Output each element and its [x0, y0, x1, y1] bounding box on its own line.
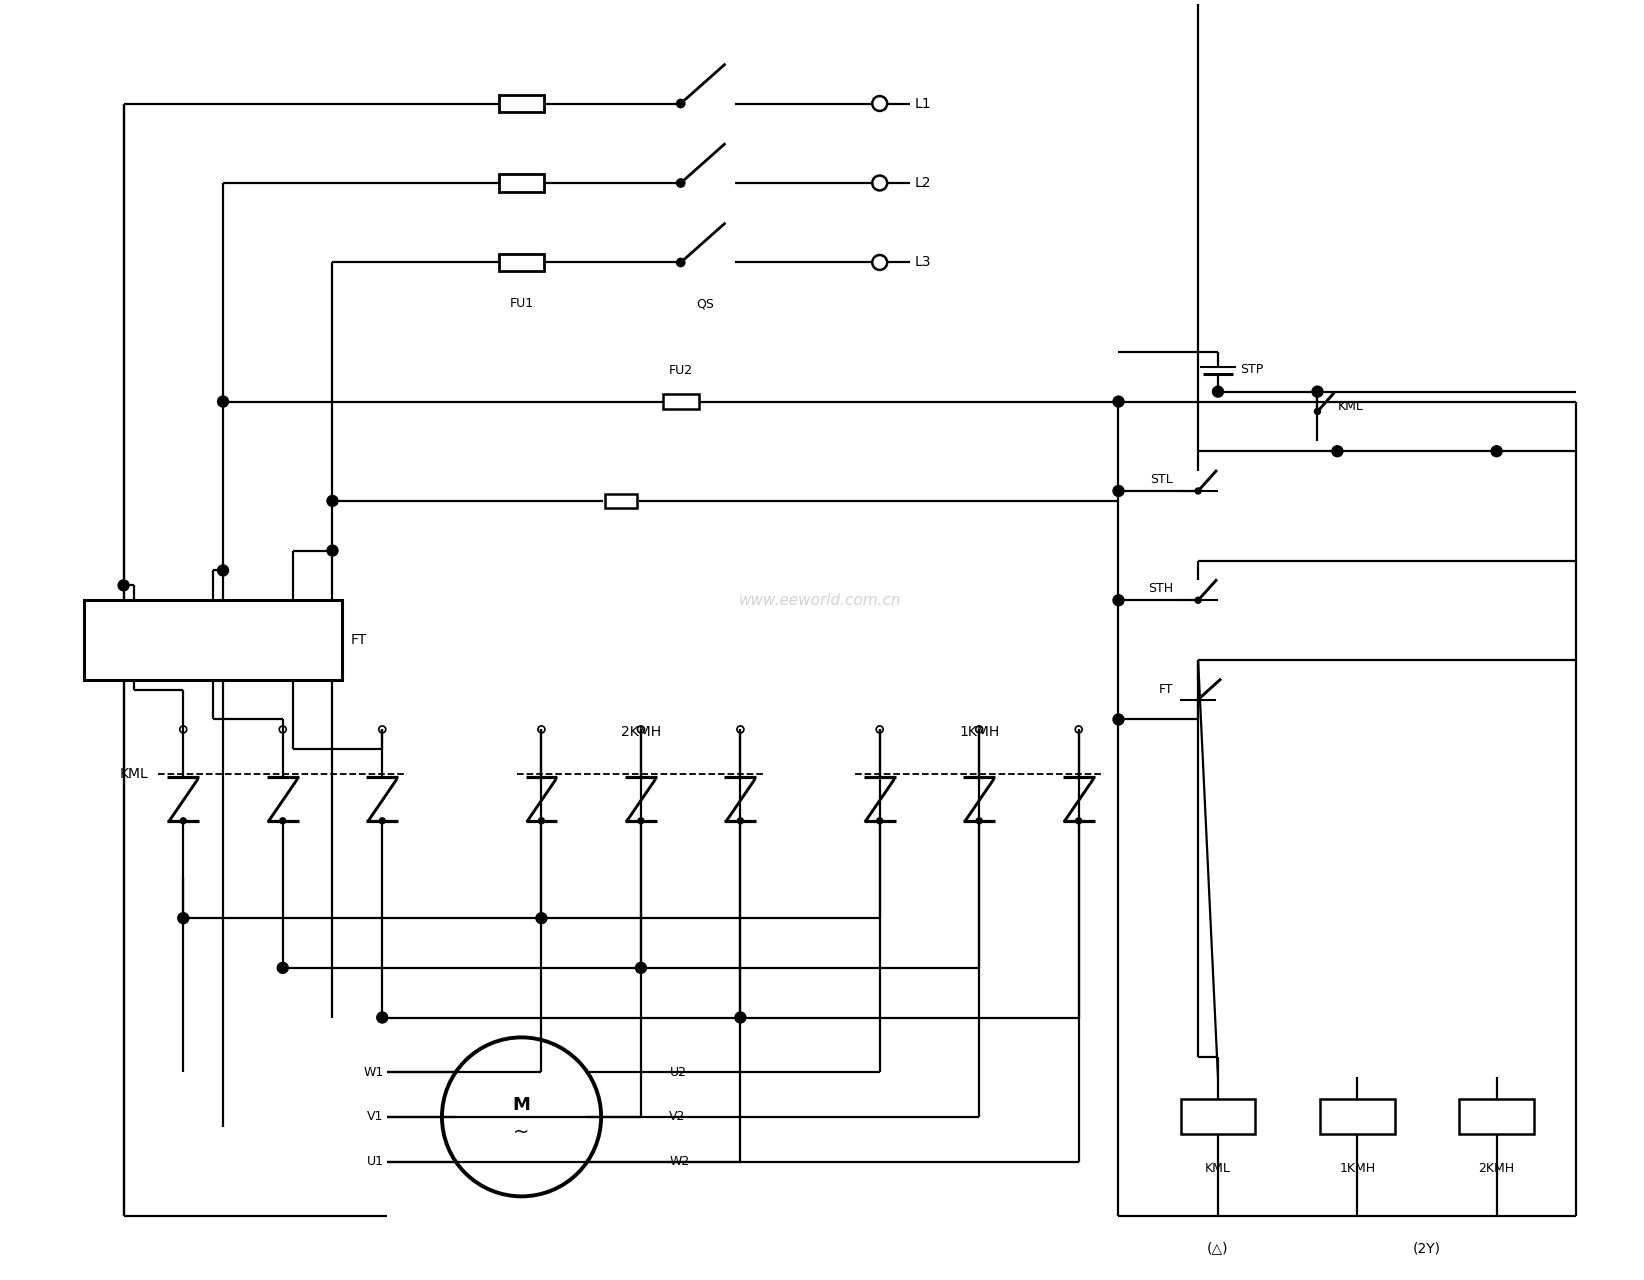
Circle shape — [1075, 818, 1082, 824]
Text: W2: W2 — [669, 1155, 689, 1169]
Text: (2Y): (2Y) — [1412, 1242, 1440, 1256]
Bar — [1460, 1100, 1534, 1134]
Circle shape — [181, 818, 186, 824]
Bar — [500, 174, 544, 192]
Text: V1: V1 — [367, 1110, 383, 1124]
Circle shape — [677, 179, 686, 187]
Text: L1: L1 — [914, 96, 931, 110]
Circle shape — [1113, 485, 1124, 497]
Circle shape — [1113, 714, 1124, 724]
Text: www.eeworld.com.cn: www.eeworld.com.cn — [738, 593, 901, 608]
Circle shape — [539, 818, 544, 824]
Text: ~: ~ — [513, 1123, 529, 1142]
Text: 1KMH: 1KMH — [1340, 1161, 1376, 1175]
Circle shape — [677, 100, 686, 108]
Text: KML: KML — [1337, 401, 1363, 413]
Circle shape — [735, 1012, 746, 1023]
Circle shape — [876, 818, 883, 824]
Text: FT: FT — [350, 634, 367, 646]
Text: L2: L2 — [914, 175, 931, 189]
Text: (△): (△) — [1207, 1242, 1228, 1256]
Bar — [1180, 1100, 1256, 1134]
Text: FT: FT — [1159, 684, 1174, 696]
Circle shape — [1213, 387, 1223, 397]
Text: STH: STH — [1148, 582, 1174, 595]
Circle shape — [677, 259, 686, 266]
Text: FU2: FU2 — [669, 364, 692, 376]
Bar — [84, 600, 342, 680]
Bar — [500, 253, 544, 271]
Text: STL: STL — [1151, 472, 1174, 485]
Circle shape — [1113, 595, 1124, 605]
Text: U1: U1 — [367, 1155, 383, 1169]
Text: 1KMH: 1KMH — [958, 726, 1000, 740]
Circle shape — [376, 1012, 388, 1023]
Circle shape — [278, 963, 288, 973]
Bar — [1320, 1100, 1394, 1134]
Text: KML: KML — [120, 767, 148, 781]
Circle shape — [738, 818, 743, 824]
Circle shape — [118, 580, 128, 591]
Circle shape — [1195, 488, 1202, 494]
Circle shape — [380, 818, 385, 824]
Circle shape — [178, 913, 189, 924]
Circle shape — [536, 913, 547, 924]
Text: U2: U2 — [669, 1066, 687, 1079]
Text: STP: STP — [1240, 364, 1263, 376]
Circle shape — [217, 396, 229, 407]
Bar — [500, 95, 544, 113]
Circle shape — [638, 818, 644, 824]
Circle shape — [1195, 598, 1202, 603]
Bar — [605, 494, 636, 508]
Text: V2: V2 — [669, 1110, 686, 1124]
Circle shape — [1312, 387, 1323, 397]
Text: 2KMH: 2KMH — [621, 726, 661, 740]
Text: FU1: FU1 — [510, 297, 534, 310]
Circle shape — [977, 818, 981, 824]
Circle shape — [1113, 396, 1124, 407]
Circle shape — [327, 545, 339, 556]
Text: 2KMH: 2KMH — [1478, 1161, 1514, 1175]
Circle shape — [217, 564, 229, 576]
Circle shape — [1315, 408, 1320, 415]
Circle shape — [327, 495, 339, 507]
Text: QS: QS — [697, 297, 715, 310]
Circle shape — [1332, 445, 1343, 457]
Circle shape — [1491, 445, 1503, 457]
Circle shape — [279, 818, 286, 824]
Text: L3: L3 — [914, 256, 931, 270]
Bar — [663, 394, 699, 410]
Text: KML: KML — [1205, 1161, 1231, 1175]
Text: M: M — [513, 1096, 531, 1114]
Text: W1: W1 — [363, 1066, 383, 1079]
Circle shape — [636, 963, 646, 973]
